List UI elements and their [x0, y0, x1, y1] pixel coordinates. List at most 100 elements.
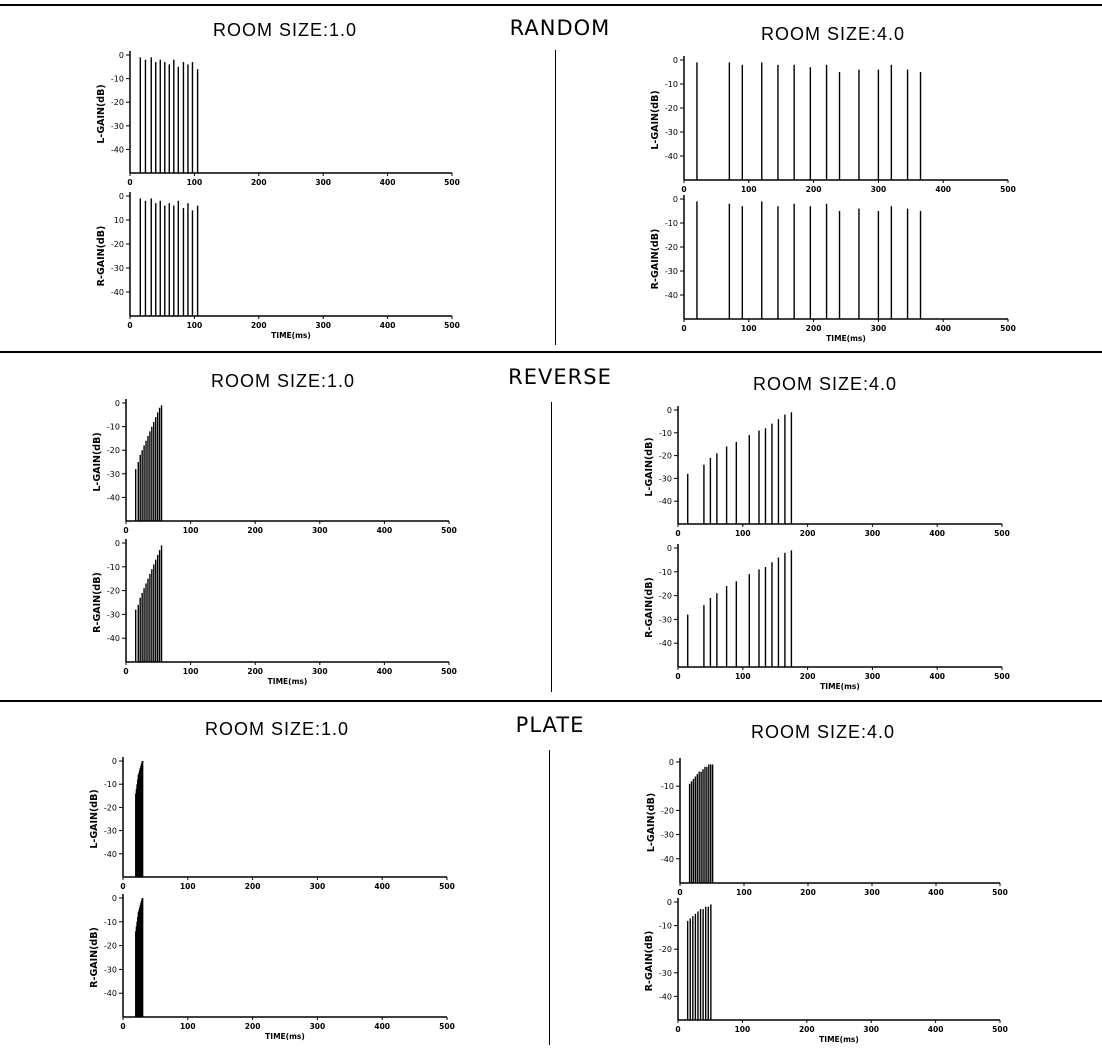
y-tick-label-random-4-0-l: 0 — [673, 56, 678, 65]
x-axis-label-plate-1-0-r: TIME(ms) — [265, 1032, 305, 1041]
x-tick-label-plate-1-0-r: 500 — [439, 1022, 455, 1031]
x-tick-label-reverse-4-0-l: 0 — [675, 529, 680, 538]
x-tick-label-plate-1-0-l: 300 — [310, 882, 326, 891]
x-tick-label-random-1-0-l: 500 — [444, 178, 460, 187]
x-tick-label-reverse-4-0-r: 200 — [800, 672, 816, 681]
y-tick-label-plate-4-0-l: -30 — [661, 831, 674, 840]
y-tick-label-plate-1-0-r: 0 — [112, 894, 117, 903]
x-tick-label-random-1-0-r: 200 — [251, 321, 267, 330]
x-tick-label-plate-1-0-l: 0 — [120, 882, 125, 891]
section-title-reverse: REVERSE — [508, 365, 612, 389]
x-tick-label-plate-1-0-r: 400 — [374, 1022, 390, 1031]
x-tick-label-reverse-4-0-l: 300 — [865, 529, 881, 538]
column-divider-reverse — [551, 402, 552, 692]
x-tick-label-reverse-1-0-r: 0 — [123, 667, 128, 676]
x-tick-label-plate-4-0-l: 100 — [736, 888, 752, 897]
y-tick-label-plate-4-0-l: -20 — [661, 806, 674, 815]
x-tick-label-random-4-0-r: 100 — [741, 324, 757, 333]
y-axis-label-plate-1-0-l: L-GAIN(dB) — [89, 789, 100, 848]
y-axis-label-reverse-1-0-r: R-GAIN(dB) — [92, 572, 103, 633]
y-tick-label-reverse-1-0-l: -10 — [107, 423, 120, 432]
y-tick-label-reverse-4-0-r: -40 — [659, 639, 672, 648]
room-title-reverse-4: ROOM SIZE:4.0 — [752, 374, 898, 394]
x-tick-label-plate-4-0-l: 400 — [928, 888, 944, 897]
y-tick-label-reverse-1-0-l: -30 — [107, 470, 120, 479]
x-tick-label-reverse-4-0-l: 100 — [735, 529, 751, 538]
y-tick-label-plate-1-0-r: -10 — [104, 918, 117, 927]
y-tick-label-random-1-0-l: -40 — [111, 145, 124, 154]
y-tick-label-plate-4-0-r: -20 — [659, 945, 672, 954]
x-axis-label-plate-4-0-r: TIME(ms) — [819, 1035, 859, 1044]
y-axis-label-reverse-4-0-l: L-GAIN(dB) — [644, 437, 655, 496]
x-tick-label-plate-4-0-l: 500 — [992, 888, 1008, 897]
room-title-random-1: ROOM SIZE:1.0 — [212, 20, 358, 40]
x-tick-label-random-4-0-r: 400 — [935, 324, 951, 333]
top-rule — [0, 4, 1102, 6]
x-axis-label-reverse-1-0-r: TIME(ms) — [268, 677, 308, 686]
y-tick-label-plate-4-0-r: -40 — [659, 992, 672, 1001]
x-tick-label-random-4-0-r: 300 — [871, 324, 887, 333]
y-tick-label-reverse-1-0-r: -30 — [107, 610, 120, 619]
x-axis-label-random-4-0-r: TIME(ms) — [826, 334, 866, 343]
y-tick-label-reverse-1-0-l: 0 — [115, 399, 120, 408]
x-tick-label-plate-1-0-l: 100 — [180, 882, 196, 891]
x-tick-label-random-4-0-l: 400 — [935, 185, 951, 194]
y-tick-label-plate-4-0-r: -30 — [659, 969, 672, 978]
x-axis-label-random-1-0-r: TIME(ms) — [271, 331, 311, 340]
x-tick-label-plate-4-0-r: 200 — [799, 1025, 815, 1034]
y-tick-label-reverse-1-0-r: -40 — [107, 634, 120, 643]
x-tick-label-random-1-0-l: 0 — [127, 178, 132, 187]
y-tick-label-plate-4-0-r: -10 — [659, 922, 672, 931]
y-tick-label-reverse-1-0-r: -10 — [107, 563, 120, 572]
y-tick-label-plate-1-0-l: -30 — [104, 827, 117, 836]
x-tick-label-plate-4-0-l: 300 — [864, 888, 880, 897]
y-tick-label-reverse-4-0-l: 0 — [667, 406, 672, 415]
x-tick-label-reverse-1-0-l: 500 — [441, 526, 457, 535]
y-tick-label-reverse-4-0-l: -30 — [659, 474, 672, 483]
x-tick-label-plate-1-0-r: 200 — [245, 1022, 261, 1031]
y-tick-label-random-4-0-l: -30 — [665, 128, 678, 137]
y-tick-label-random-4-0-l: -20 — [665, 104, 678, 113]
x-tick-label-random-4-0-l: 200 — [806, 185, 822, 194]
x-tick-label-plate-4-0-r: 500 — [992, 1025, 1008, 1034]
y-tick-label-random-4-0-r: -10 — [665, 219, 678, 228]
room-title-reverse-1: ROOM SIZE:1.0 — [210, 371, 356, 391]
x-tick-label-plate-1-0-l: 500 — [439, 882, 455, 891]
y-tick-label-random-1-0-l: -20 — [111, 98, 124, 107]
y-axis-label-random-1-0-l: L-GAIN(dB) — [96, 84, 107, 143]
x-tick-label-reverse-1-0-l: 0 — [123, 526, 128, 535]
y-tick-label-plate-4-0-l: -10 — [661, 782, 674, 791]
y-axis-label-random-4-0-r: R-GAIN(dB) — [650, 229, 661, 290]
section-rule-reverse-plate — [0, 700, 1102, 702]
x-tick-label-reverse-1-0-l: 300 — [312, 526, 328, 535]
x-tick-label-random-1-0-r: 100 — [187, 321, 203, 330]
y-axis-label-plate-4-0-r: R-GAIN(dB) — [644, 931, 655, 992]
y-tick-label-reverse-1-0-r: 0 — [115, 539, 120, 548]
y-tick-label-reverse-4-0-l: -20 — [659, 452, 672, 461]
x-tick-label-plate-1-0-r: 100 — [180, 1022, 196, 1031]
y-axis-label-reverse-1-0-l: L-GAIN(dB) — [92, 432, 103, 491]
x-tick-label-reverse-4-0-r: 0 — [675, 672, 680, 681]
x-tick-label-reverse-4-0-l: 200 — [800, 529, 816, 538]
x-tick-label-plate-1-0-r: 0 — [120, 1022, 125, 1031]
x-tick-label-reverse-4-0-l: 400 — [929, 529, 945, 538]
x-tick-label-random-4-0-r: 0 — [681, 324, 686, 333]
x-tick-label-reverse-1-0-r: 300 — [312, 667, 328, 676]
y-tick-label-random-4-0-r: -30 — [665, 267, 678, 276]
y-axis-label-plate-4-0-l: L-GAIN(dB) — [646, 793, 657, 852]
x-tick-label-reverse-1-0-l: 100 — [183, 526, 199, 535]
y-tick-label-random-4-0-l: -10 — [665, 80, 678, 89]
y-tick-label-reverse-4-0-r: -20 — [659, 592, 672, 601]
x-tick-label-reverse-1-0-r: 100 — [183, 667, 199, 676]
y-tick-label-reverse-4-0-r: -10 — [659, 568, 672, 577]
y-tick-label-plate-4-0-l: -40 — [661, 855, 674, 864]
x-tick-label-reverse-4-0-r: 100 — [735, 672, 751, 681]
y-tick-label-reverse-1-0-l: -40 — [107, 493, 120, 502]
x-tick-label-random-1-0-l: 100 — [187, 178, 203, 187]
y-tick-label-random-4-0-l: -40 — [665, 152, 678, 161]
y-tick-label-plate-1-0-l: 0 — [112, 757, 117, 766]
x-tick-label-random-1-0-r: 0 — [127, 321, 132, 330]
x-tick-label-reverse-1-0-r: 500 — [441, 667, 457, 676]
section-title-random: RANDOM — [509, 16, 611, 40]
